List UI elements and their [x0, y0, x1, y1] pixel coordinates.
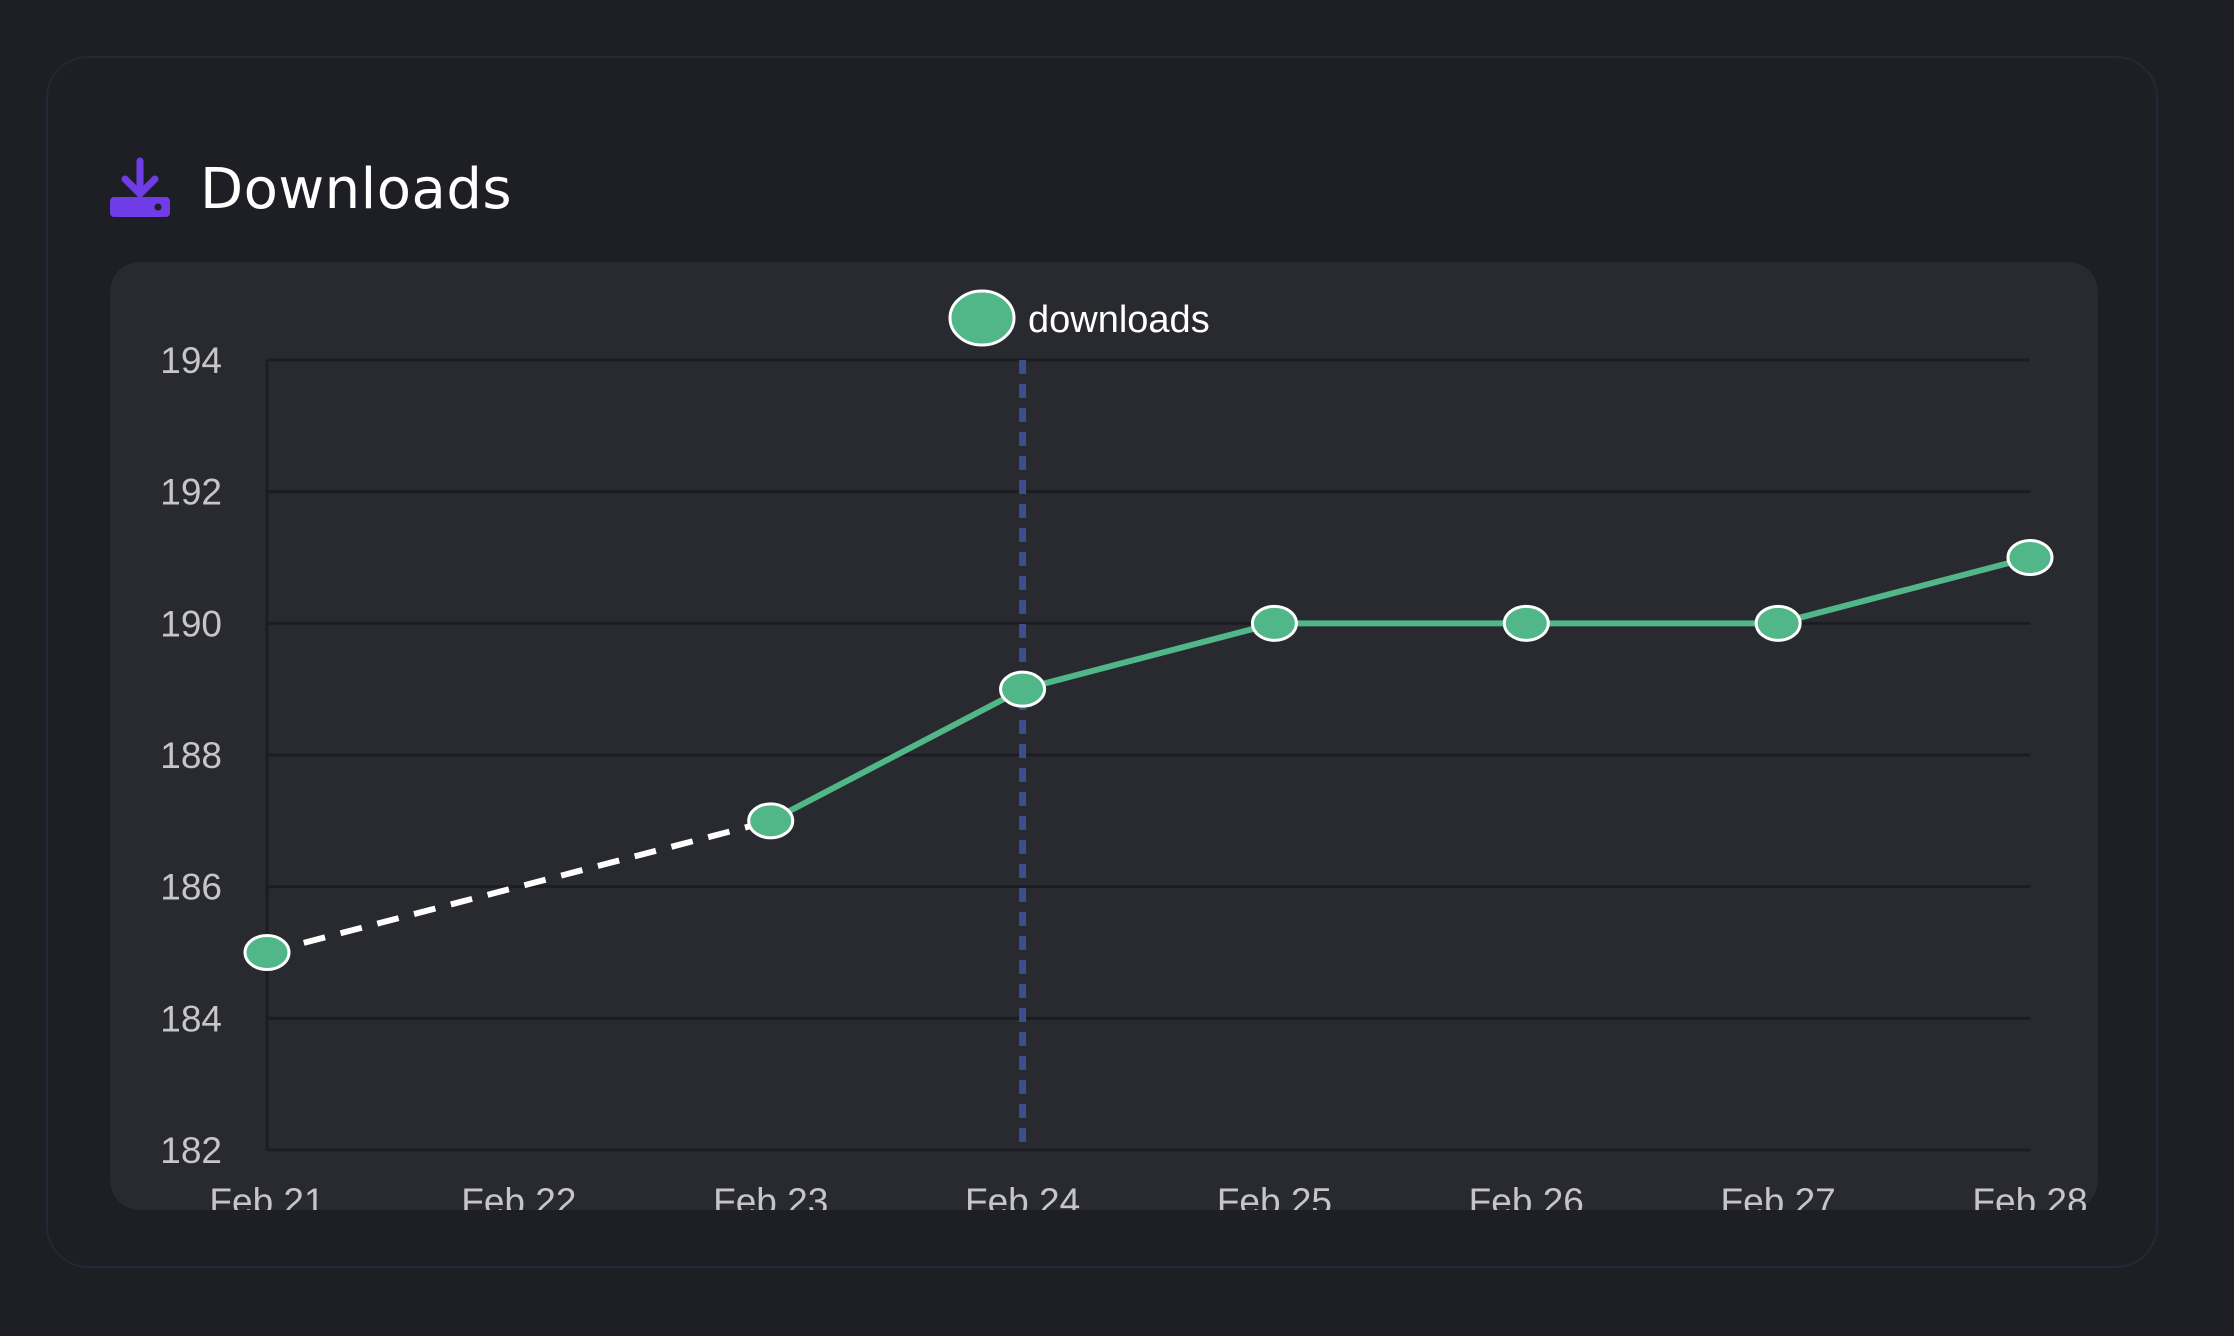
y-tick-label: 190 — [160, 603, 222, 644]
series-line-segment — [1021, 620, 1276, 693]
series-line-segment — [769, 686, 1024, 824]
x-tick-label: Feb 28 — [1972, 1181, 2087, 1210]
x-tick-label: Feb 26 — [1469, 1181, 1584, 1210]
card-title: Downloads — [200, 156, 513, 222]
data-point — [747, 802, 795, 840]
y-tick-label: 188 — [160, 735, 222, 776]
x-tick-label: Feb 21 — [209, 1181, 324, 1210]
chart-panel: 182 184 186 188 190 192 194 Feb 21 Feb 22 Feb 23 F… — [110, 262, 2098, 1210]
y-tick-label: 182 — [160, 1130, 222, 1171]
x-tick-label: Feb 24 — [965, 1181, 1080, 1210]
data-point — [999, 670, 1047, 708]
legend-label: downloads — [1028, 299, 1210, 341]
downloads-card: Downloads 182 184 186 188 190 192 194 Feb 21 Feb… — [46, 56, 2158, 1268]
x-tick-label: Feb 22 — [461, 1181, 576, 1210]
line-chart: 182 184 186 188 190 192 194 Feb 21 Feb 22 Feb 23 F… — [160, 289, 2088, 1210]
data-point — [1250, 604, 1298, 642]
legend-swatch — [948, 289, 1016, 347]
y-tick-label: 184 — [160, 998, 222, 1039]
y-tick-label: 186 — [160, 867, 222, 908]
y-tick-label: 192 — [160, 472, 222, 513]
series-dashed-segment — [266, 817, 772, 956]
x-tick-label: Feb 23 — [713, 1181, 828, 1210]
data-point — [243, 934, 291, 971]
x-tick-label: Feb 25 — [1217, 1181, 1332, 1210]
data-point — [2006, 539, 2054, 576]
download-icon — [110, 157, 170, 217]
series-line-segment — [1777, 554, 2031, 627]
card-header: Downloads — [108, 144, 512, 234]
y-tick-label: 194 — [160, 340, 222, 381]
data-point — [1754, 604, 1802, 642]
x-tick-label: Feb 27 — [1721, 1181, 1836, 1210]
data-point — [1502, 604, 1550, 642]
